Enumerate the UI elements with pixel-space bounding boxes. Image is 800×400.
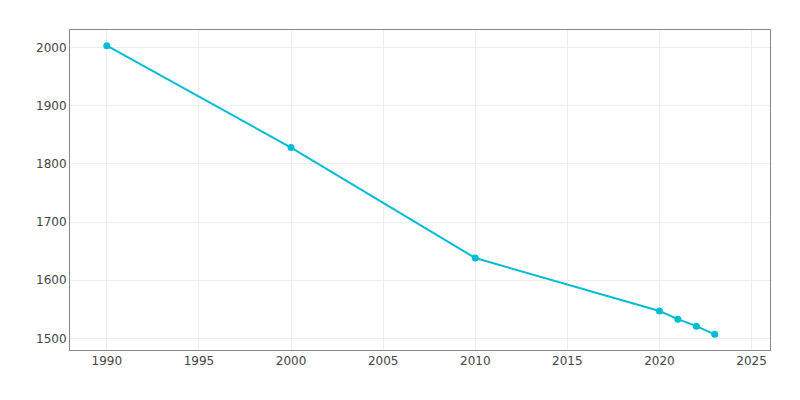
svg-text:2020: 2020 (644, 354, 675, 368)
svg-text:1800: 1800 (36, 157, 67, 171)
svg-text:1990: 1990 (92, 354, 123, 368)
svg-text:2005: 2005 (368, 354, 399, 368)
svg-text:1900: 1900 (36, 99, 67, 113)
svg-text:2010: 2010 (460, 354, 491, 368)
svg-text:2000: 2000 (276, 354, 307, 368)
svg-text:2000: 2000 (36, 41, 67, 55)
svg-text:2025: 2025 (736, 354, 767, 368)
svg-text:1600: 1600 (36, 273, 67, 287)
svg-text:1995: 1995 (184, 354, 215, 368)
svg-text:1500: 1500 (36, 332, 67, 346)
svg-text:2015: 2015 (552, 354, 583, 368)
svg-text:1700: 1700 (36, 215, 67, 229)
